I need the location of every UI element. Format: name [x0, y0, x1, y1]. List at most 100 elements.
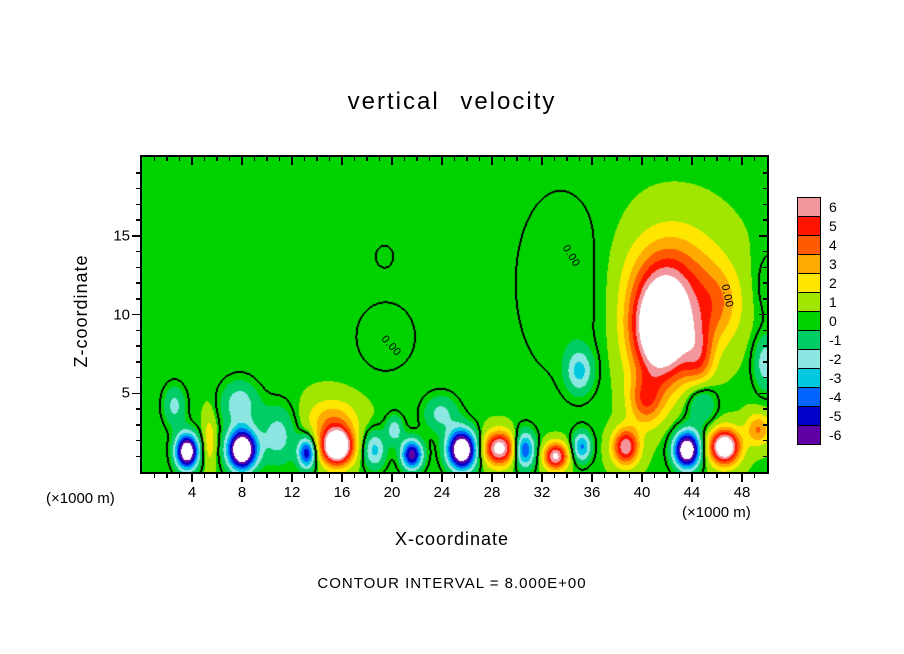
axis-tick	[566, 157, 568, 161]
axis-tick	[316, 157, 318, 161]
z-tick-label: 10	[113, 306, 130, 323]
colorbar-label: -3	[829, 370, 842, 386]
axis-tick	[136, 266, 140, 268]
x-tick-label: 28	[483, 484, 501, 501]
axis-tick	[666, 474, 668, 478]
axis-tick	[153, 474, 156, 478]
axis-tick	[753, 157, 756, 161]
x-tick-label: 8	[237, 484, 247, 501]
x-tick-label: 44	[683, 484, 701, 501]
axis-tick	[759, 313, 767, 316]
axis-tick	[316, 474, 318, 478]
axis-tick	[553, 157, 556, 161]
axis-tick	[528, 157, 531, 161]
axis-tick	[178, 157, 181, 161]
axis-tick	[516, 157, 518, 161]
axis-tick	[166, 157, 168, 161]
colorbar-label: 2	[829, 275, 837, 291]
axis-tick	[378, 474, 381, 478]
axis-tick	[591, 474, 593, 482]
axis-tick	[403, 474, 406, 478]
axis-tick	[703, 157, 706, 161]
x-unit-left: (×1000 m)	[46, 490, 115, 507]
axis-tick	[328, 474, 331, 478]
x-unit-right: (×1000 m)	[682, 504, 751, 521]
colorbar-box	[797, 235, 821, 255]
axis-tick	[136, 424, 140, 426]
axis-tick	[763, 455, 767, 457]
contour-interval-label: CONTOUR INTERVAL = 8.000E+00	[317, 575, 587, 592]
axis-tick	[653, 157, 656, 161]
axis-tick	[291, 157, 293, 165]
axis-tick	[216, 474, 218, 478]
axis-tick	[716, 474, 718, 478]
axis-tick	[491, 474, 493, 482]
axis-tick	[366, 474, 368, 478]
axis-tick	[303, 157, 306, 161]
axis-tick	[763, 203, 767, 205]
colorbar-label: -1	[829, 332, 842, 348]
colorbar-box	[797, 254, 821, 274]
axis-tick	[691, 474, 693, 482]
axis-tick	[391, 474, 393, 482]
axis-tick	[603, 157, 606, 161]
axis-tick	[753, 474, 756, 478]
x-tick-label: 24	[433, 484, 451, 501]
x-tick-label: 20	[383, 484, 401, 501]
axis-tick	[603, 474, 606, 478]
axis-tick	[628, 474, 631, 478]
contour-canvas	[142, 157, 767, 472]
axis-tick	[666, 157, 668, 161]
colorbar-label: 5	[829, 218, 837, 234]
axis-tick	[328, 157, 331, 161]
plot-frame: 4 8 12 16 20 24 28 32 36 40 44 48 5 10 15 0.00 0.00 0.00	[113, 155, 769, 501]
colorbar-box	[797, 349, 821, 369]
axis-tick	[136, 439, 140, 442]
x-tick-label: 32	[533, 484, 551, 501]
axis-tick	[341, 157, 343, 165]
axis-tick	[353, 157, 356, 161]
axis-tick	[728, 157, 731, 161]
colorbar-box	[797, 292, 821, 312]
axis-tick	[759, 235, 767, 237]
axis-tick	[453, 474, 456, 478]
axis-tick	[278, 474, 281, 478]
axis-tick	[759, 392, 767, 394]
axis-tick	[241, 157, 243, 165]
axis-tick	[228, 474, 231, 478]
axis-tick	[153, 157, 156, 161]
y-axis-label: Z-coordinate	[71, 254, 91, 368]
colorbar-box	[797, 216, 821, 236]
axis-tick	[478, 157, 481, 161]
axis-tick	[591, 157, 593, 165]
axis-tick	[566, 474, 568, 478]
axis-tick	[416, 157, 418, 161]
axis-tick	[678, 157, 681, 161]
axis-tick	[341, 474, 343, 482]
colorbar-label: 6	[829, 199, 837, 215]
colorbar-label: 0	[829, 313, 837, 329]
x-tick-label: 4	[187, 484, 197, 501]
axis-tick	[136, 298, 140, 300]
colorbar-label: 4	[829, 237, 837, 253]
axis-tick	[241, 474, 243, 482]
axis-tick	[763, 219, 767, 221]
axis-tick	[216, 157, 218, 161]
axis-tick	[616, 157, 618, 161]
axis-tick	[191, 157, 193, 165]
x-axis-label: X-coordinate	[394, 529, 510, 549]
axis-tick	[763, 282, 767, 284]
axis-tick	[132, 313, 140, 316]
axis-tick	[428, 474, 431, 478]
colorbar-label: -5	[829, 408, 842, 424]
axis-tick	[491, 157, 493, 165]
axis-tick	[178, 474, 181, 478]
colorbar: 6 5 4 3 2 1 0 -1 -2 -3 -4 -5 -6	[797, 197, 877, 457]
axis-tick	[266, 474, 268, 478]
axis-tick	[528, 474, 531, 478]
axis-tick	[641, 157, 643, 165]
axis-tick	[428, 157, 431, 161]
axis-tick	[691, 157, 693, 165]
axis-tick	[728, 474, 731, 478]
axis-tick	[136, 376, 140, 379]
